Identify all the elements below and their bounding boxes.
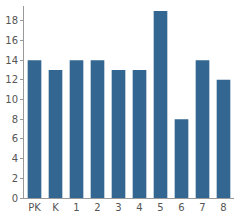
svg-text:10: 10: [5, 94, 18, 105]
svg-text:4: 4: [136, 202, 142, 213]
svg-text:0: 0: [12, 193, 18, 204]
svg-text:6: 6: [178, 202, 184, 213]
svg-text:2: 2: [12, 173, 18, 184]
svg-text:12: 12: [5, 74, 18, 85]
svg-text:1: 1: [73, 202, 79, 213]
svg-text:3: 3: [115, 202, 121, 213]
svg-text:7: 7: [199, 202, 205, 213]
svg-text:8: 8: [220, 202, 226, 213]
svg-text:PK: PK: [28, 202, 41, 213]
svg-text:18: 18: [5, 15, 18, 26]
svg-text:8: 8: [12, 114, 18, 125]
svg-text:2: 2: [94, 202, 100, 213]
svg-text:K: K: [52, 202, 59, 213]
svg-text:4: 4: [12, 153, 18, 164]
svg-text:14: 14: [5, 55, 18, 66]
svg-text:16: 16: [5, 35, 18, 46]
svg-text:5: 5: [157, 202, 163, 213]
svg-text:6: 6: [12, 133, 18, 144]
